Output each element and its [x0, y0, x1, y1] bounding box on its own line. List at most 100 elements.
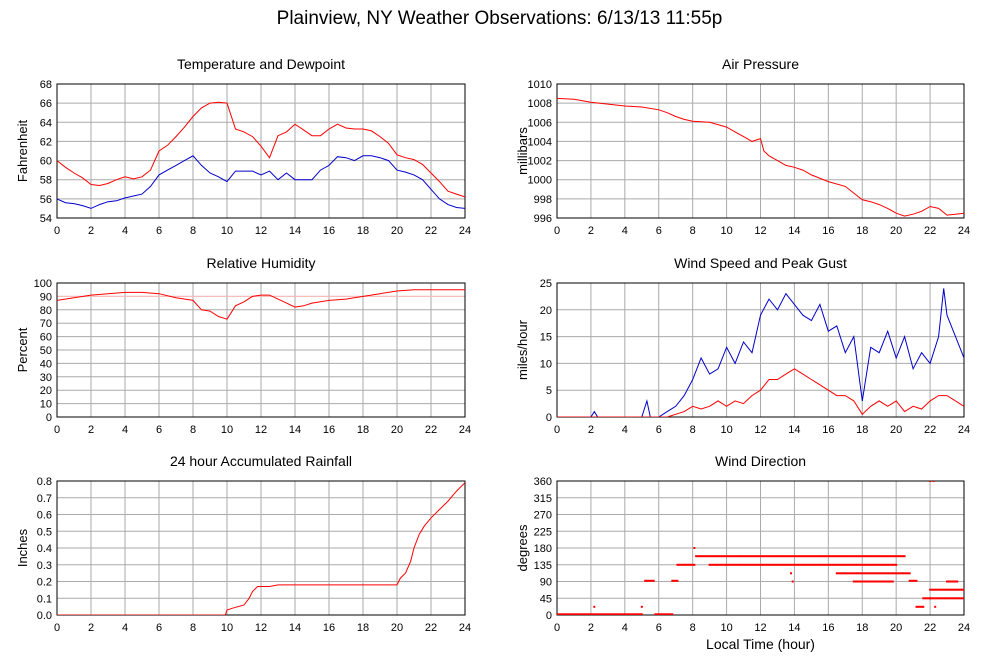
data-point [830, 555, 833, 558]
series-line [57, 289, 465, 320]
data-point [866, 563, 869, 566]
x-tick-label: 6 [156, 424, 162, 436]
x-tick-label: 20 [391, 622, 403, 634]
data-point [815, 555, 818, 558]
x-tick-label: 18 [856, 424, 868, 436]
data-point [640, 605, 643, 608]
data-point [595, 613, 597, 615]
x-tick-label: 12 [754, 424, 766, 436]
plot-area [57, 101, 465, 209]
data-point [895, 555, 898, 558]
data-point [651, 579, 653, 582]
data-point [690, 563, 692, 566]
data-point [871, 555, 874, 558]
x-tick-label: 0 [554, 622, 560, 634]
data-point [869, 563, 872, 566]
data-point [657, 613, 660, 615]
plot-area [57, 289, 465, 320]
data-point [610, 613, 613, 615]
data-point [949, 588, 952, 591]
data-point [735, 555, 738, 558]
data-point [837, 563, 840, 566]
data-point [791, 555, 794, 558]
data-point [710, 563, 713, 566]
data-point [593, 613, 596, 615]
data-point [951, 597, 954, 600]
data-point [952, 597, 955, 600]
y-tick-label: 1000 [528, 175, 552, 187]
plot-area [557, 481, 964, 615]
data-point [768, 555, 770, 558]
data-point [857, 563, 860, 566]
data-point [891, 572, 894, 575]
data-point [900, 555, 903, 558]
data-point [783, 563, 786, 566]
series-line [557, 288, 964, 417]
data-point [874, 563, 877, 566]
x-tick-label: 0 [554, 424, 560, 436]
data-point [786, 555, 789, 558]
x-tick-label: 8 [690, 622, 696, 634]
x-tick-label: 14 [289, 622, 301, 634]
data-point [862, 580, 865, 583]
data-point [885, 580, 887, 583]
x-tick-label: 16 [323, 225, 335, 237]
data-point [776, 555, 779, 558]
data-point [856, 572, 859, 575]
data-point [574, 613, 577, 615]
data-point [793, 563, 796, 566]
y-tick-label: 40 [40, 358, 52, 370]
y-tick-label: 70 [40, 318, 52, 330]
x-tick-label: 24 [958, 225, 970, 237]
data-point [852, 563, 855, 566]
data-point [723, 555, 726, 558]
data-point [861, 572, 864, 575]
data-point [851, 572, 854, 575]
data-point [898, 555, 901, 558]
x-tick-label: 10 [221, 424, 233, 436]
chart-title: Wind Speed and Peak Gust [674, 255, 847, 271]
data-point [834, 563, 837, 566]
data-point [854, 563, 857, 566]
plot-frame [556, 282, 965, 418]
data-point [778, 555, 781, 558]
data-point [886, 563, 889, 566]
data-point [712, 563, 714, 566]
x-tick-label: 8 [190, 424, 196, 436]
data-point [881, 555, 884, 558]
data-point [695, 555, 698, 558]
y-tick-label: 54 [40, 213, 52, 225]
data-point [947, 588, 950, 591]
data-point [946, 597, 948, 600]
data-point [837, 555, 840, 558]
data-point [891, 580, 894, 583]
data-point [902, 555, 904, 558]
data-point [749, 555, 752, 558]
data-point [895, 572, 898, 575]
data-point [852, 555, 855, 558]
data-point [820, 563, 823, 566]
data-point [730, 555, 733, 558]
data-point [885, 555, 887, 558]
data-point [718, 555, 721, 558]
data-point [589, 613, 592, 615]
data-point [949, 580, 952, 583]
data-point [747, 563, 750, 566]
y-tick-label: 0.5 [37, 526, 52, 538]
y-tick-label: 0.7 [37, 493, 52, 505]
data-point [932, 597, 935, 600]
data-point [939, 588, 942, 591]
data-point [903, 555, 906, 558]
data-point [788, 563, 791, 566]
x-tick-label: 10 [221, 622, 233, 634]
x-tick-label: 0 [554, 225, 560, 237]
x-tick-label: 18 [856, 622, 868, 634]
data-point [859, 580, 862, 583]
data-point [851, 555, 854, 558]
data-point [881, 563, 884, 566]
data-point [796, 563, 799, 566]
data-point [956, 588, 959, 591]
x-tick-label: 18 [357, 225, 369, 237]
data-point [723, 563, 726, 566]
